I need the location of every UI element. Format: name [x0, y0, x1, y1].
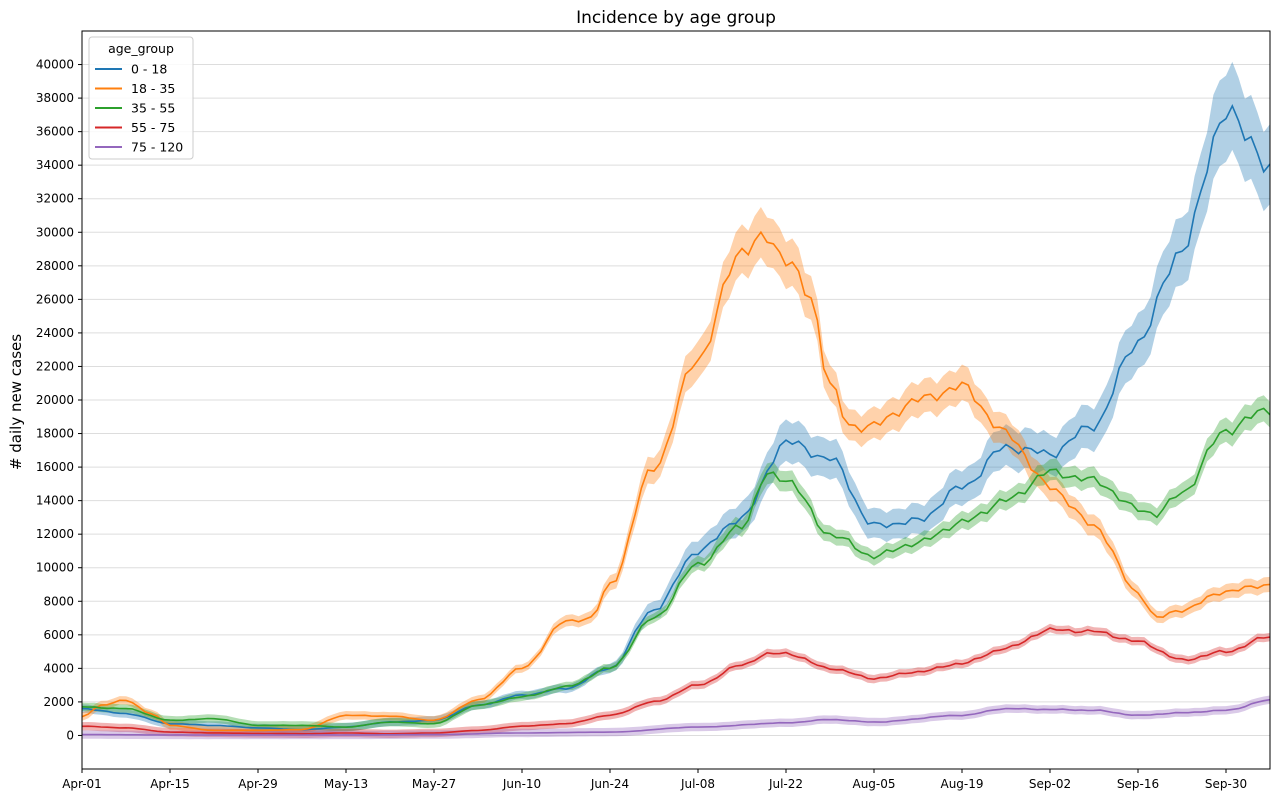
- x-tick-label: Sep-16: [1117, 777, 1159, 791]
- y-tick-label: 10000: [36, 561, 74, 575]
- series-line-55-75: [81, 627, 1271, 735]
- y-tick-label: 36000: [36, 125, 74, 139]
- x-tick-label: Jun-10: [502, 777, 541, 791]
- x-tick-label: May-27: [412, 777, 456, 791]
- legend-label: 18 - 35: [131, 81, 175, 96]
- y-tick-label: 28000: [36, 259, 74, 273]
- x-tick-label: Apr-29: [238, 777, 278, 791]
- y-tick-label: 24000: [36, 326, 74, 340]
- y-tick-label: 30000: [36, 225, 74, 239]
- x-tick-label: Apr-15: [150, 777, 190, 791]
- y-tick-label: 38000: [36, 91, 74, 105]
- x-tick-label: Jun-24: [590, 777, 629, 791]
- y-tick-label: 22000: [36, 359, 74, 373]
- legend: age_group 0 - 18 18 - 35 35 - 55 55 - 75 75 …: [88, 36, 194, 160]
- y-tick-label: 26000: [36, 292, 74, 306]
- x-tick-label: Jul-22: [768, 777, 803, 791]
- y-tick-label: 12000: [36, 527, 74, 541]
- y-tick-label: 32000: [36, 192, 74, 206]
- y-tick-label: 16000: [36, 460, 74, 474]
- y-axis-ticks: 0 2000 4000 6000 8000 10000 12000 14000 16000 180…: [36, 58, 82, 742]
- y-tick-label: 4000: [43, 661, 74, 675]
- legend-title: age_group: [108, 41, 174, 56]
- y-tick-label: 18000: [36, 427, 74, 441]
- gridlines: [82, 64, 1270, 736]
- x-tick-label: Sep-02: [1029, 777, 1071, 791]
- y-tick-label: 6000: [43, 628, 74, 642]
- legend-label: 0 - 18: [131, 62, 167, 77]
- x-tick-label: May-13: [324, 777, 368, 791]
- legend-label: 55 - 75: [131, 120, 175, 135]
- legend-label: 35 - 55: [131, 101, 175, 116]
- y-tick-label: 14000: [36, 494, 74, 508]
- series-line-75-120: [82, 698, 1271, 736]
- x-tick-label: Aug-19: [940, 777, 983, 791]
- x-tick-label: Apr-01: [62, 777, 102, 791]
- y-tick-label: 20000: [36, 393, 74, 407]
- legend-items: 0 - 18 18 - 35 35 - 55 55 - 75 75 - 120: [95, 62, 183, 155]
- series-line-18-35: [81, 230, 1271, 732]
- y-tick-label: 40000: [36, 58, 74, 72]
- series-line-0-18: [81, 103, 1271, 731]
- y-axis-label: # daily new cases: [7, 334, 25, 470]
- y-tick-label: 2000: [43, 695, 74, 709]
- x-tick-label: Aug-05: [852, 777, 895, 791]
- y-tick-label: 0: [66, 728, 74, 742]
- x-axis-ticks: Apr-01 Apr-15 Apr-29 May-13 May-27 Jun-10 Jun-…: [62, 769, 1247, 791]
- x-tick-label: Sep-30: [1205, 777, 1247, 791]
- legend-label: 75 - 120: [131, 140, 183, 155]
- series-line-35-55: [81, 407, 1271, 729]
- series-lines: [81, 103, 1271, 736]
- x-tick-label: Jul-08: [680, 777, 715, 791]
- y-tick-label: 34000: [36, 158, 74, 172]
- y-tick-label: 8000: [43, 594, 74, 608]
- chart-title: Incidence by age group: [576, 8, 776, 28]
